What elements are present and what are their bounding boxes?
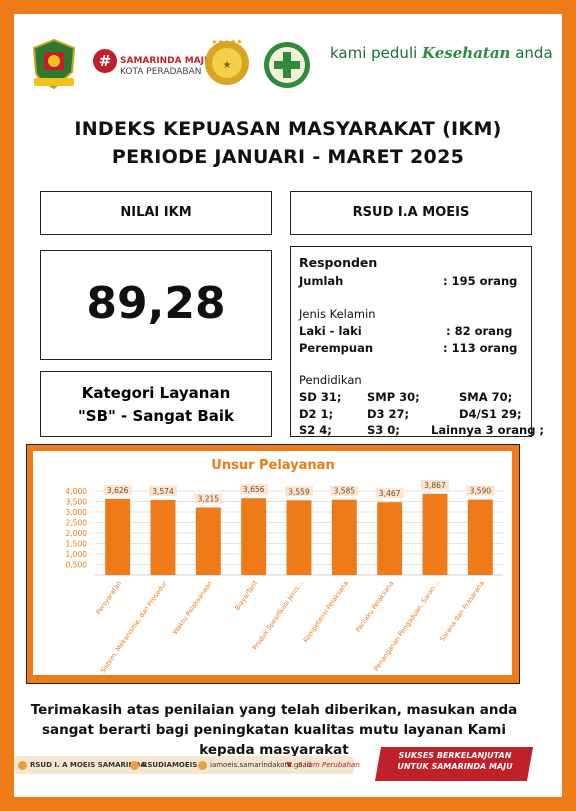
data-label-bg (103, 484, 132, 495)
health-cross-logo (264, 42, 310, 88)
x-tick-label: Persyaratan (94, 580, 123, 616)
footer-fb: RSUD I. A MOEIS SAMARINDA (30, 761, 146, 769)
bar (331, 499, 357, 575)
data-label-bg (285, 486, 313, 497)
facebook-icon (18, 761, 27, 772)
hashtag-icon: # (93, 49, 117, 73)
gender-heading: Jenis Kelamin (299, 307, 376, 321)
data-label: 3,656 (243, 485, 265, 494)
data-label: 3,467 (379, 489, 401, 498)
nilai-ikm-label-box: NILAI IKM (40, 191, 272, 235)
data-label-bg (194, 493, 223, 504)
nilai-ikm-value: 89,28 (86, 278, 226, 329)
kategori-label: Kategori Layanan (81, 384, 231, 402)
gold-emblem-logo: ★ ★★★★★ (205, 38, 249, 85)
thanks-message: Terimakasih atas penilaian yang telah di… (30, 702, 518, 758)
data-label: 3,215 (198, 494, 220, 503)
kategori-box: Kategori Layanan "SB" - Sangat Baik (40, 371, 272, 437)
x-tick-label: Produk Spesifikasi Jenis... (251, 580, 305, 652)
kategori-value: "SB" - Sangat Baik (77, 407, 235, 425)
female-value: : 113 orang (443, 341, 518, 355)
y-tick-label: 0,500 (66, 561, 88, 570)
nilai-ikm-label: NILAI IKM (120, 205, 192, 220)
edu-s3: S3 0; (367, 423, 400, 437)
footer-slogan: Salam Perubahan (298, 761, 360, 769)
data-label: 3,626 (107, 486, 129, 495)
data-label: 3,559 (288, 487, 310, 496)
edu-smp: SMP 30; (367, 390, 420, 404)
data-label: 3,590 (470, 487, 492, 496)
svg-text:★: ★ (223, 60, 232, 71)
y-tick-label: 3,500 (66, 498, 88, 507)
y-tick-label: 4,000 (66, 487, 88, 496)
responden-box: Responden Jumlah : 195 orang Jenis Kelam… (290, 246, 544, 437)
x-tick-label: Waktu Pelaksanaan (171, 580, 214, 636)
data-label-bg (421, 479, 449, 490)
brand-text: SAMARINDA MAJU KOTA PERADABAN (120, 56, 212, 77)
responden-heading: Responden (299, 255, 378, 270)
data-label-bg (375, 488, 404, 499)
chart-area: Unsur Pelayanan 4,000 3,500 3,000 2,500 2,00… (33, 451, 512, 675)
x-tick-label: Kompetensi Pelaksana (302, 580, 350, 644)
bar (195, 507, 221, 575)
edu-heading: Pendidikan (299, 373, 362, 387)
hospital-name: RSUD I.A MOEIS (352, 205, 470, 220)
y-tick-label: 3,000 (66, 508, 88, 517)
title-line-1: INDEKS KEPUASAN MASYARAKAT (IKM) (74, 118, 502, 140)
data-label-bg (149, 485, 177, 496)
jumlah-label: Jumlah (299, 274, 344, 288)
jumlah-value: : 195 orang (443, 274, 518, 288)
y-tick-label: 2,500 (66, 519, 88, 528)
bar (377, 502, 403, 575)
bar (105, 498, 131, 575)
banner-text: SUKSES BERKELANJUTAN UNTUK SAMARINDA MAJ… (397, 751, 513, 771)
bar (241, 498, 267, 575)
bar (286, 500, 312, 575)
chart-frame: Unsur Pelayanan 4,000 3,500 3,000 2,500 2,00… (26, 444, 520, 684)
heart-icon: ♥ (286, 761, 293, 769)
y-tick-label: 2,000 (66, 529, 88, 538)
footer-web: iamoeis.samarindakota.go.id (210, 761, 312, 769)
bar (150, 499, 176, 575)
edu-sd: SD 31; (299, 390, 342, 404)
nilai-ikm-value-box: 89,28 (40, 250, 272, 360)
title-line-2: PERIODE JANUARI - MARET 2025 (111, 146, 465, 168)
female-label: Perempuan (299, 341, 374, 355)
x-tick-label: Perilaku Pelaksana (354, 580, 395, 634)
edu-s2: S2 4; (299, 423, 332, 437)
city-crest-logo (32, 38, 76, 90)
instagram-icon (130, 761, 139, 772)
svg-text:#: # (99, 52, 112, 70)
svg-text:★★★★★: ★★★★★ (211, 38, 242, 46)
x-tick-label: Biaya/Tarif (233, 579, 259, 612)
footer-ig: RSUDIAMOEIS (142, 761, 198, 769)
edu-d4s1: D4/S1 29; (459, 407, 522, 421)
y-tick-label: 1,500 (66, 540, 88, 549)
data-label-bg (466, 485, 495, 496)
x-tick-label: Sarana dan Prasarana (438, 580, 486, 643)
chart-title: Unsur Pelayanan (211, 458, 334, 473)
data-label-bg (239, 484, 268, 495)
hospital-box: RSUD I.A MOEIS (290, 191, 532, 235)
data-label: 3,585 (334, 487, 356, 496)
y-tick-label: 1,000 (66, 550, 88, 559)
footer-bar: RSUD I. A MOEIS SAMARINDA RSUDIAMOEIS ia… (14, 756, 360, 774)
data-label: 3,574 (152, 487, 174, 496)
data-label: 3,867 (424, 481, 446, 490)
edu-sma: SMA 70; (459, 390, 513, 404)
bar (467, 499, 493, 575)
data-label-bg (330, 485, 359, 496)
globe-icon (198, 761, 207, 772)
edu-d2: D2 1; (299, 407, 334, 421)
bar (422, 493, 448, 575)
male-label: Laki - laki (299, 324, 362, 338)
edu-lainnya: Lainnya 3 orang ; (431, 423, 545, 437)
male-value: : 82 orang (446, 324, 513, 338)
logo-row: # SAMARINDA MAJU KOTA PERADABAN ★ ★★★★★ (16, 22, 536, 90)
tagline: kami peduli Kesehatan anda (330, 44, 553, 62)
edu-d3: D3 27; (367, 407, 410, 421)
